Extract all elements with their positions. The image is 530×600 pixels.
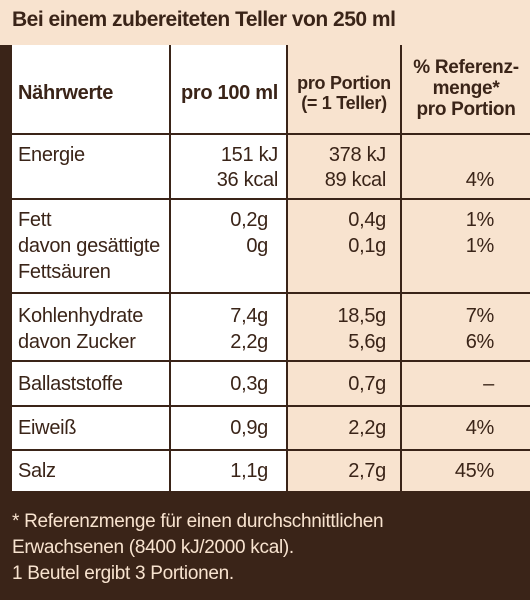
nutrition-table: Nährwerte pro 100 ml pro Portion (= 1 Te… [0, 45, 530, 491]
row-eiweiss-portion: 2,2g [348, 417, 386, 439]
row-ballaststoffe-per100: 0,3g [230, 373, 268, 395]
header-reference-percent: % Referenz- menge* pro Portion [402, 57, 530, 120]
footnote-line3: 1 Beutel ergibt 3 Portionen. [12, 563, 234, 584]
header-per-portion-line2: (= 1 Teller) [301, 93, 387, 113]
row-fett-name: Fett [18, 209, 52, 231]
row-salz-name: Salz [18, 460, 56, 482]
serving-heading: Bei einem zubereiteten Teller von 250 ml [12, 8, 396, 31]
row-energie-per100-kcal: 36 kcal [216, 169, 279, 191]
row-gesaettigt-name-line1: davon gesättigte [18, 235, 160, 257]
row-zucker-per100: 2,2g [230, 331, 268, 353]
row-ballaststoffe-ref: – [483, 373, 494, 395]
header-ref-line1: % Referenz- [413, 57, 519, 78]
row-divider [10, 405, 530, 407]
row-fett-portion: 0,4g [348, 209, 386, 231]
row-gesaettigt-per100: 0g [246, 235, 268, 257]
header-per-portion-line1: pro Portion [297, 73, 391, 93]
row-kohlenhydrate-per100: 7,4g [230, 305, 268, 327]
row-eiweiss-per100: 0,9g [230, 417, 268, 439]
header-naehrwerte: Nährwerte [18, 82, 114, 104]
heading-band: Bei einem zubereiteten Teller von 250 ml [0, 0, 530, 45]
footnote-line2: Erwachsenen (8400 kJ/2000 kcal). [12, 537, 294, 558]
header-per-100ml: pro 100 ml [180, 82, 278, 104]
row-divider [10, 198, 530, 200]
row-zucker-name: davon Zucker [18, 331, 136, 353]
row-divider [10, 133, 530, 135]
table-border-left [10, 45, 12, 491]
row-fett-per100: 0,2g [230, 209, 268, 231]
row-salz-ref: 45% [454, 460, 494, 482]
row-kohlenhydrate-name: Kohlenhydrate [18, 305, 144, 327]
row-energie-portion-kj: 378 kJ [328, 144, 386, 166]
header-ref-line3: pro Portion [416, 99, 516, 120]
row-eiweiss-ref: 4% [465, 417, 495, 439]
column-divider [286, 45, 288, 491]
header-per-portion: pro Portion (= 1 Teller) [288, 73, 400, 113]
row-ballaststoffe-portion: 0,7g [348, 373, 386, 395]
row-kohlenhydrate-ref: 7% [465, 305, 495, 327]
row-energie-portion-kcal: 89 kcal [324, 169, 387, 191]
row-gesaettigt-name-line2: Fettsäuren [18, 261, 111, 283]
row-divider [10, 449, 530, 451]
column-divider [169, 45, 171, 491]
row-energie-ref: 4% [465, 169, 495, 191]
row-energie-name: Energie [18, 144, 85, 166]
row-gesaettigt-portion: 0,1g [348, 235, 386, 257]
row-zucker-ref: 6% [465, 331, 495, 353]
white-columns-bg [10, 45, 287, 491]
row-salz-per100: 1,1g [230, 460, 268, 482]
row-zucker-portion: 5,6g [348, 331, 386, 353]
row-fett-ref: 1% [465, 209, 495, 231]
row-eiweiss-name: Eiweiß [18, 417, 77, 439]
row-energie-per100-kj: 151 kJ [220, 144, 278, 166]
header-ref-line2: menge* [432, 78, 500, 99]
column-divider [400, 45, 402, 491]
row-gesaettigt-ref: 1% [465, 235, 495, 257]
cream-columns-bg [287, 45, 530, 491]
row-ballaststoffe-name: Ballaststoffe [18, 373, 123, 395]
row-divider [10, 360, 530, 362]
footnote-band: * Referenzmenge für einen durchschnittli… [0, 491, 530, 600]
row-salz-portion: 2,7g [348, 460, 386, 482]
footnote-line1: * Referenzmenge für einen durchschnittli… [12, 511, 384, 532]
row-divider [10, 292, 530, 294]
row-kohlenhydrate-portion: 18,5g [337, 305, 386, 327]
